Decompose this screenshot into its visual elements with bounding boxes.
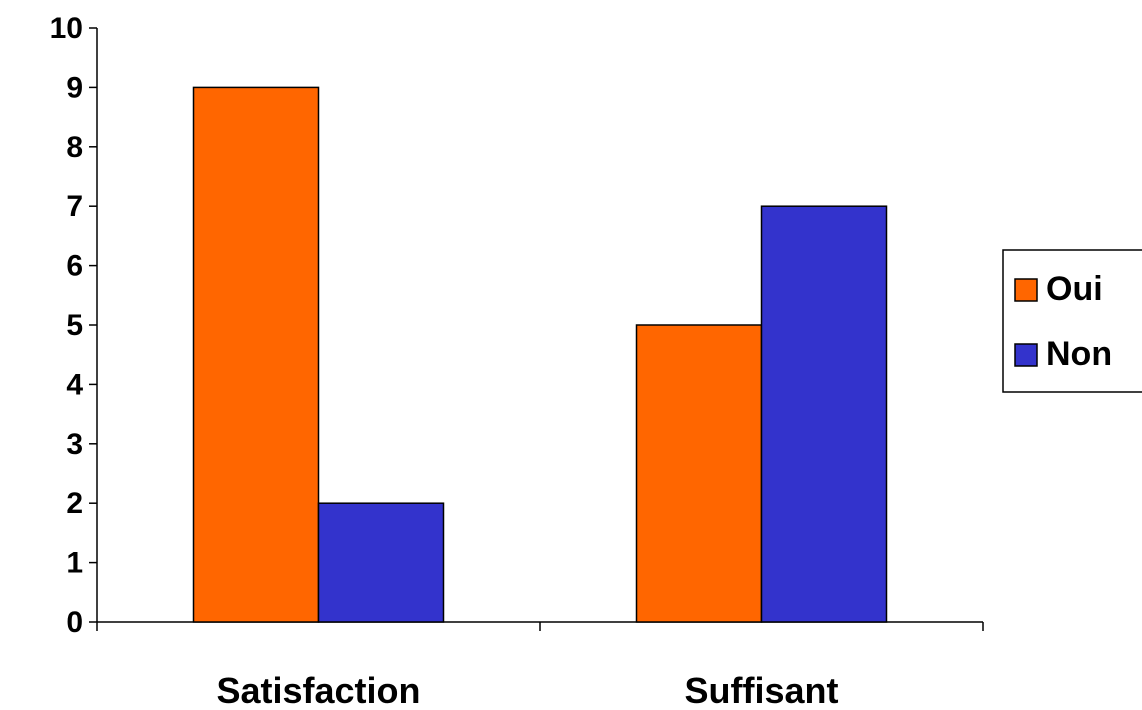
y-tick-label: 5 (66, 309, 83, 342)
legend-swatch-oui (1014, 278, 1038, 302)
bar-oui-satisfaction (192, 86, 320, 623)
y-tick-label: 2 (66, 487, 83, 520)
y-tick-label: 8 (66, 131, 83, 164)
legend-swatch-non (1014, 343, 1038, 367)
x-category-label: Suffisant (684, 670, 838, 710)
y-tick-label: 1 (66, 547, 83, 580)
legend: Oui Non (1002, 249, 1142, 393)
bar-non-suffisant (760, 205, 888, 623)
y-tick-label: 7 (66, 190, 83, 223)
legend-label-non: Non (1046, 335, 1112, 373)
legend-box (1002, 249, 1142, 393)
y-tick-label: 9 (66, 71, 83, 104)
bar-non-satisfaction (317, 502, 445, 623)
x-axis: Satisfaction Suffisant (96, 621, 984, 710)
bar-oui-suffisant (635, 324, 763, 623)
y-tick-label: 3 (66, 428, 83, 461)
y-tick-label: 10 (50, 12, 83, 45)
y-tick-label: 6 (66, 250, 83, 283)
x-category-label: Satisfaction (216, 670, 420, 710)
y-tick-label: 4 (66, 368, 83, 401)
y-tick-label: 0 (66, 606, 83, 639)
legend-label-oui: Oui (1046, 270, 1103, 308)
y-axis: 0 1 2 3 4 5 6 7 8 9 10 (50, 12, 98, 639)
bars (192, 86, 888, 623)
